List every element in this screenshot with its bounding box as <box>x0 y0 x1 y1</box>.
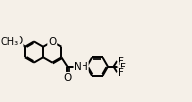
Text: F: F <box>120 63 126 73</box>
Text: O: O <box>48 37 56 47</box>
Text: F: F <box>118 57 124 67</box>
Text: CH₃: CH₃ <box>1 37 19 47</box>
Text: H: H <box>80 62 88 72</box>
Text: F: F <box>118 68 124 78</box>
Text: N: N <box>74 62 82 72</box>
Text: O: O <box>14 36 23 46</box>
Text: O: O <box>63 73 72 83</box>
